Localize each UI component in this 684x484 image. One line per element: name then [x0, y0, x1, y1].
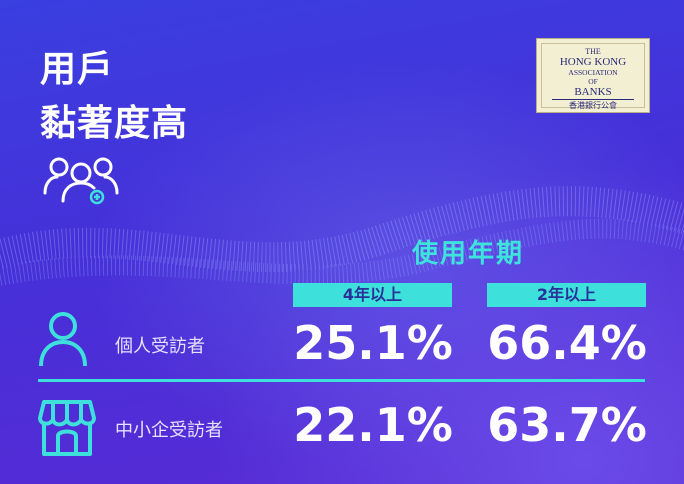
column-header-2-years: 2年以上: [487, 283, 646, 307]
hkab-logo: THE HONG KONG ASSOCIATION OF BANKS 香港銀行公…: [536, 38, 650, 113]
title-line-1: 用戶: [40, 49, 115, 90]
particle-wave-decoration: [0, 186, 684, 287]
value-individual-4-years: 25.1%: [293, 316, 453, 370]
value-sme-4-years: 22.1%: [293, 398, 453, 452]
value-sme-2-years: 63.7%: [487, 398, 647, 452]
column-header-4-years: 4年以上: [293, 283, 452, 307]
period-heading: 使用年期: [411, 239, 524, 269]
row-divider: [38, 379, 645, 382]
value-individual-2-years: 66.4%: [487, 316, 647, 370]
person-icon: [39, 312, 87, 366]
title-line-2: 黏著度高: [40, 103, 189, 144]
users-add-icon: [43, 157, 119, 205]
row-label-individual: 個人受訪者: [115, 336, 205, 357]
row-label-sme: 中小企受訪者: [115, 420, 223, 441]
store-icon: [38, 400, 96, 456]
